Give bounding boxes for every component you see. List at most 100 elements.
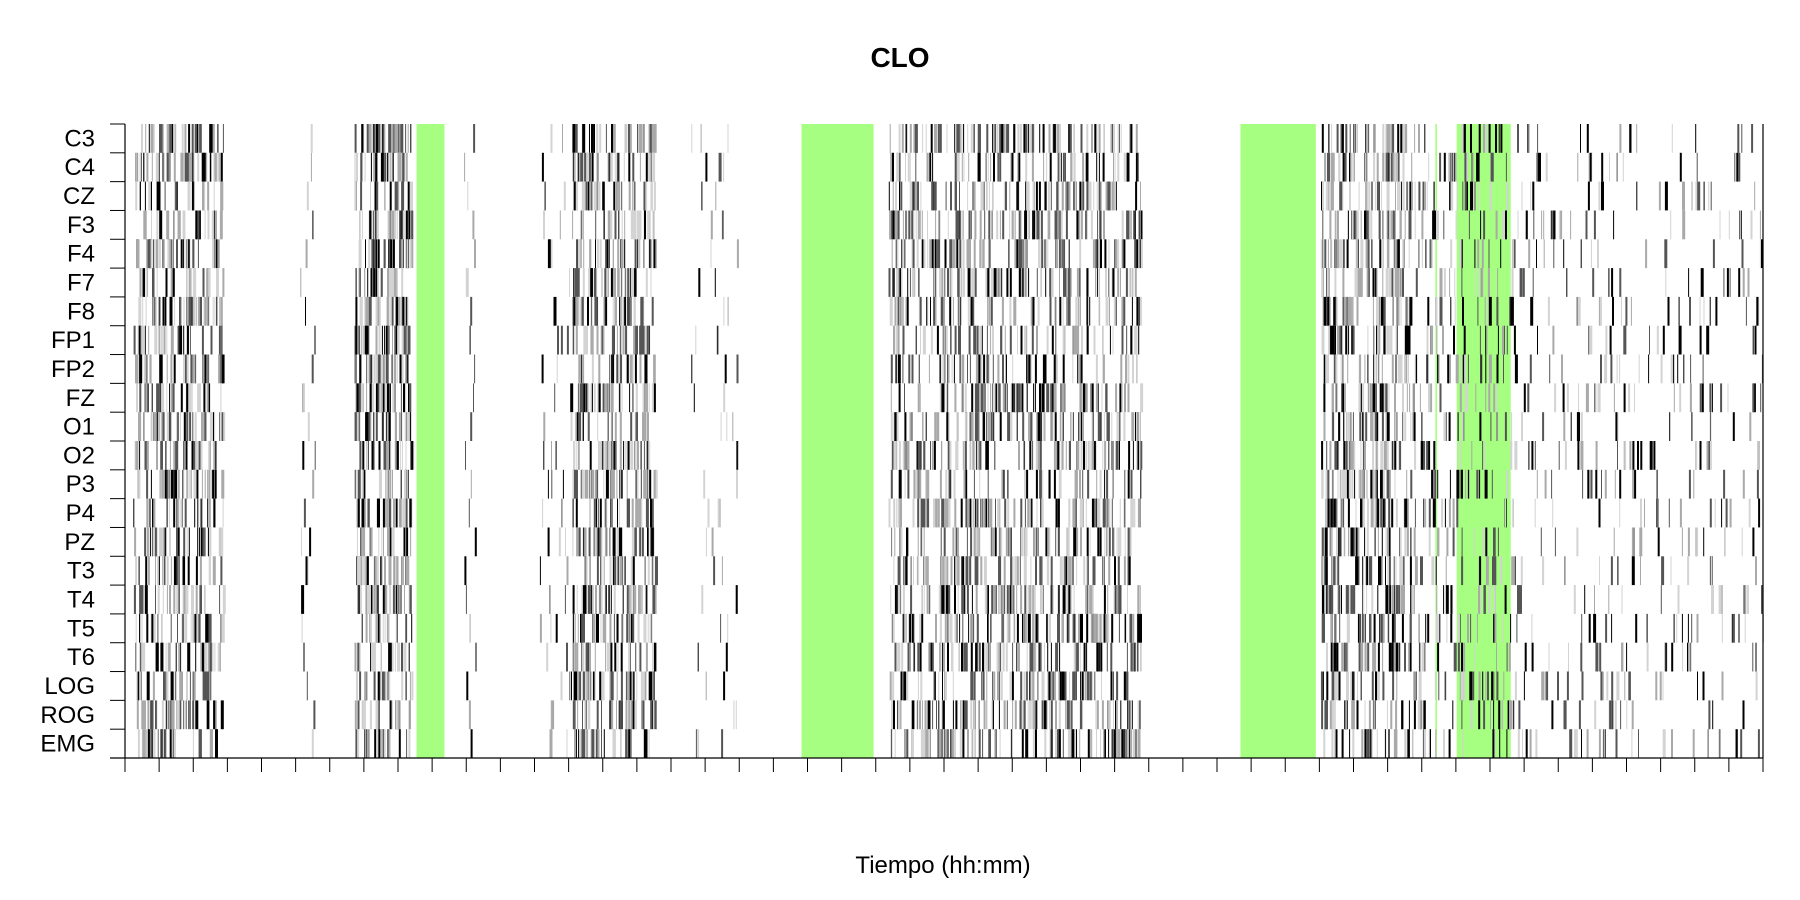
event-mark (539, 613, 542, 643)
event-mark (405, 671, 407, 701)
event-mark (358, 412, 360, 441)
event-mark (1047, 239, 1049, 269)
event-mark (1398, 441, 1400, 470)
event-mark (1756, 469, 1759, 499)
event-mark (386, 296, 389, 326)
event-mark (173, 556, 177, 586)
event-mark (1022, 239, 1024, 269)
event-mark (1512, 239, 1516, 269)
event-mark (963, 469, 966, 499)
event-mark (591, 585, 593, 614)
event-mark (1394, 469, 1396, 499)
event-mark (473, 383, 474, 413)
event-mark (991, 412, 993, 441)
event-mark (380, 642, 382, 672)
event-mark (205, 152, 207, 182)
event-mark (954, 325, 957, 355)
event-mark (1731, 613, 1733, 643)
event-mark (1091, 585, 1094, 614)
event-mark (980, 556, 983, 586)
event-mark (1130, 210, 1132, 240)
event-mark (302, 383, 304, 413)
event-mark (188, 296, 192, 326)
event-mark (973, 239, 976, 269)
event-mark (650, 181, 653, 211)
event-mark (970, 210, 972, 240)
event-mark (383, 239, 385, 269)
event-mark (909, 268, 911, 297)
event-mark (1067, 527, 1070, 557)
event-mark (1636, 124, 1638, 153)
event-mark (585, 556, 587, 586)
event-mark (1056, 441, 1058, 470)
event-mark (393, 268, 396, 297)
event-mark (629, 642, 631, 672)
event-mark (996, 124, 999, 153)
event-mark (619, 412, 622, 441)
event-mark (1087, 585, 1089, 614)
event-mark (1395, 412, 1397, 441)
event-mark (135, 441, 139, 470)
event-mark (596, 181, 598, 211)
event-mark (1046, 383, 1050, 413)
event-mark (1598, 181, 1601, 211)
event-mark (1367, 239, 1370, 269)
event-mark (1558, 441, 1560, 470)
event-mark (1089, 181, 1092, 211)
event-mark (636, 671, 638, 701)
event-mark (1028, 210, 1030, 240)
event-mark (1399, 210, 1400, 240)
event-mark (367, 268, 369, 297)
event-mark (160, 296, 161, 326)
event-mark (1427, 613, 1430, 643)
event-mark (594, 296, 598, 326)
event-mark (1373, 152, 1376, 182)
event-mark (387, 527, 389, 557)
event-mark (178, 556, 180, 586)
event-mark (1390, 124, 1394, 153)
event-mark (1378, 354, 1380, 384)
event-mark (1748, 498, 1750, 528)
event-mark (608, 152, 610, 182)
event-mark (612, 296, 614, 326)
event-mark (1373, 325, 1375, 355)
event-mark (1671, 124, 1673, 153)
event-mark (1111, 412, 1113, 441)
event-mark (618, 354, 620, 384)
event-mark (1568, 642, 1569, 672)
event-mark (357, 498, 360, 528)
event-mark (1388, 642, 1392, 672)
event-mark (1485, 124, 1488, 153)
event-mark (1069, 268, 1072, 297)
event-mark (1059, 296, 1062, 326)
event-mark (1027, 613, 1031, 643)
event-mark (894, 210, 898, 240)
event-mark (1338, 412, 1341, 441)
event-mark (1389, 469, 1391, 499)
event-mark (902, 296, 904, 326)
event-mark (187, 556, 190, 586)
event-mark (368, 441, 369, 470)
event-mark (627, 124, 630, 153)
event-mark (1002, 469, 1005, 499)
event-mark (1639, 527, 1643, 557)
event-mark (624, 268, 626, 297)
event-mark (1479, 412, 1482, 441)
event-mark (1134, 642, 1137, 672)
event-mark (1691, 613, 1693, 643)
event-mark (616, 613, 619, 643)
event-mark (584, 556, 586, 586)
event-mark (987, 152, 989, 182)
event-mark (169, 441, 171, 470)
event-mark (191, 585, 194, 614)
event-mark (1514, 441, 1518, 470)
event-mark (1445, 556, 1447, 586)
event-mark (1006, 124, 1010, 153)
event-mark (934, 296, 937, 326)
event-mark (1426, 325, 1429, 355)
event-mark (1135, 152, 1138, 182)
event-mark (625, 325, 628, 355)
event-mark (1408, 642, 1410, 672)
event-mark (1664, 239, 1668, 269)
event-mark (213, 498, 216, 528)
